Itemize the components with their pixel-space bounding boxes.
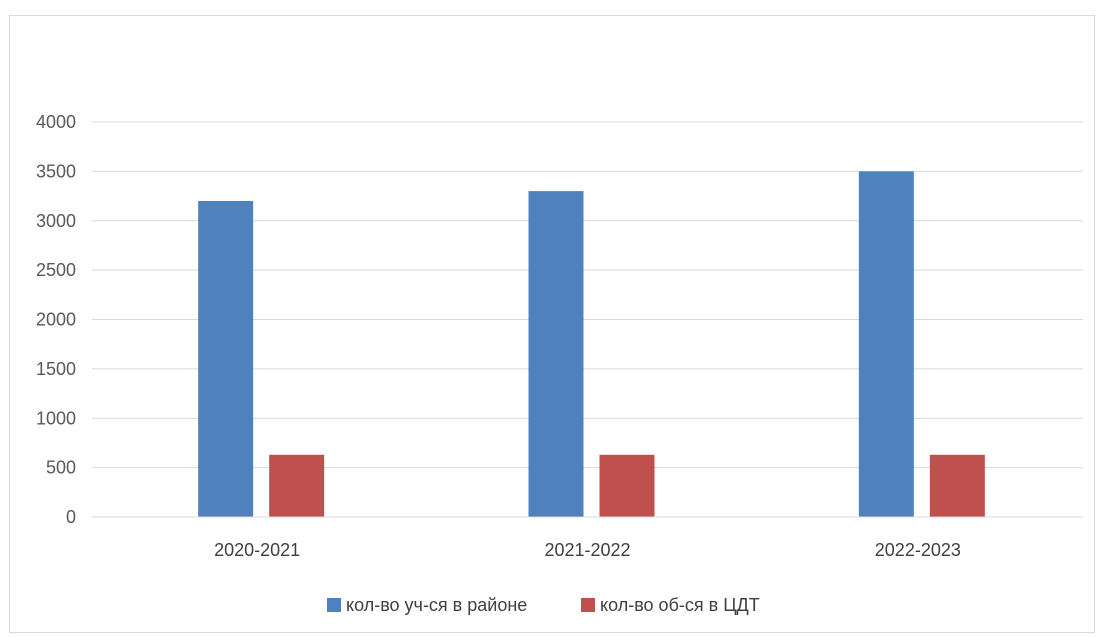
- legend-label: кол-во уч-ся в районе: [346, 595, 527, 615]
- legend-label: кол-во об-ся в ЦДТ: [600, 595, 760, 615]
- y-tick-label: 500: [46, 458, 76, 478]
- x-category-label: 2021-2022: [544, 540, 630, 560]
- legend-swatch: [581, 598, 595, 612]
- bar-cdt-students: [929, 454, 985, 517]
- y-tick-label: 1000: [36, 408, 76, 428]
- bar-district-students: [198, 201, 254, 517]
- y-tick-label: 0: [66, 507, 76, 527]
- bar-district-students: [528, 191, 584, 517]
- bar-cdt-students: [599, 454, 655, 517]
- y-tick-label: 2000: [36, 310, 76, 330]
- bar-cdt-students: [269, 454, 325, 517]
- x-category-label: 2022-2023: [875, 540, 961, 560]
- gridlines: [92, 121, 1083, 469]
- legend: кол-во уч-ся в районе кол-во об-ся в ЦДТ: [327, 595, 760, 615]
- y-tick-label: 3500: [36, 161, 76, 181]
- y-tick-label: 1500: [36, 359, 76, 379]
- y-tick-label: 2500: [36, 260, 76, 280]
- legend-swatch: [327, 598, 341, 612]
- bar-district-students: [858, 171, 914, 517]
- y-tick-label: 4000: [36, 112, 76, 132]
- bars: [198, 171, 985, 517]
- x-axis-categories: 2020-2021 2021-2022 2022-2023: [214, 540, 961, 560]
- y-axis-ticks: 0 500 1000 1500 2000 2500 3000 3500 4000: [36, 112, 76, 527]
- y-tick-label: 3000: [36, 211, 76, 231]
- legend-entry: кол-во уч-ся в районе: [327, 595, 527, 615]
- x-category-label: 2020-2021: [214, 540, 300, 560]
- legend-entry: кол-во об-ся в ЦДТ: [581, 595, 760, 615]
